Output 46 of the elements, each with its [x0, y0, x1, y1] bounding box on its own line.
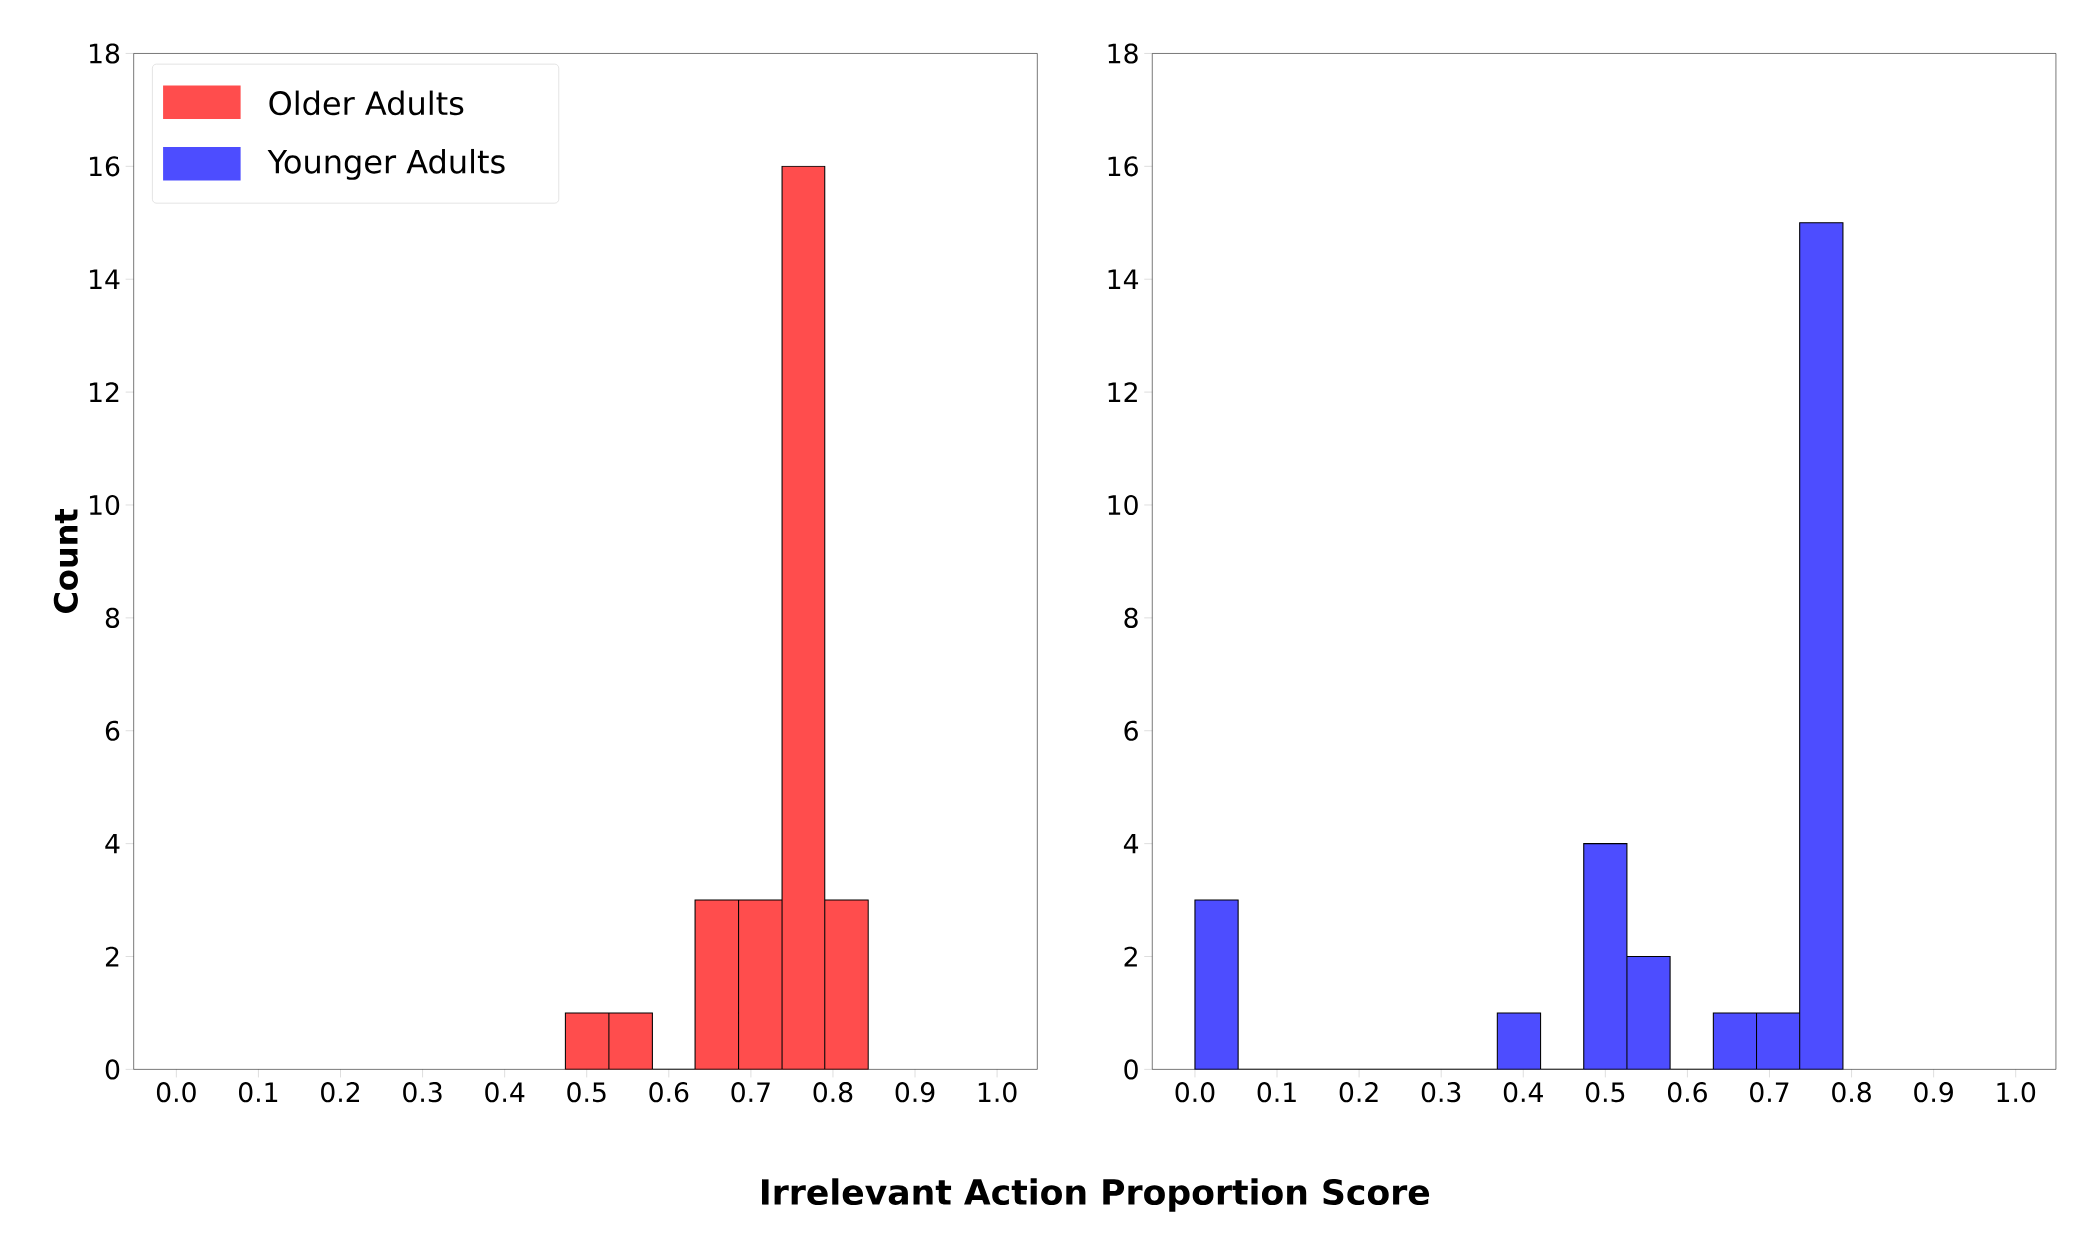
legend-label: Older Adults: [269, 90, 464, 116]
x-tick-label: 0.0: [156, 1082, 196, 1103]
x-tick-label: 0.5: [567, 1082, 606, 1103]
x-tick-label: 0.1: [239, 1082, 278, 1103]
x-tick-label: 1.0: [1997, 1082, 2036, 1103]
x-tick-label: 0.3: [403, 1082, 442, 1103]
x-tick-label: 0.0: [1175, 1082, 1215, 1103]
y-tick-label: 14: [1108, 269, 1139, 289]
x-tick-label: 0.8: [1832, 1082, 1871, 1103]
y-tick-label: 6: [105, 720, 120, 741]
y-tick-label: 12: [1108, 382, 1137, 402]
x-tick-label: 0.9: [895, 1082, 935, 1103]
x-tick-label: 0.7: [1750, 1082, 1789, 1103]
x-tick-label: 0.7: [731, 1082, 770, 1103]
x-tick-label: 0.4: [1503, 1082, 1543, 1103]
y-tick-label: 8: [105, 607, 120, 628]
x-tick-label: 1.0: [978, 1082, 1017, 1103]
x-tick-label: 0.2: [321, 1082, 360, 1103]
x-axis-title: Irrelevant Action Proportion Score: [762, 1178, 1430, 1212]
y-tick-label: 6: [1124, 720, 1138, 741]
y-axis-title: Count: [53, 508, 78, 613]
x-tick-label: 0.9: [1914, 1082, 1953, 1103]
y-tick-label: 2: [1124, 946, 1137, 967]
x-tick-label: 0.5: [1585, 1082, 1625, 1103]
y-tick-label: 10: [89, 494, 120, 515]
y-tick-label: 10: [1108, 494, 1138, 515]
y-tick-label: 4: [1123, 833, 1139, 854]
y-tick-label: 16: [1108, 156, 1138, 177]
x-tick-label: 0.6: [1667, 1082, 1707, 1103]
x-tick-label: 0.6: [649, 1082, 689, 1103]
x-tick-label: 0.4: [485, 1082, 525, 1103]
legend-label: Younger Adults: [267, 148, 505, 180]
y-tick-label: 0: [105, 1059, 120, 1080]
y-tick-label: 18: [89, 43, 120, 64]
y-tick-label: 0: [1124, 1059, 1138, 1080]
x-tick-label: 0.2: [1339, 1082, 1378, 1103]
x-tick-label: 0.3: [1421, 1082, 1461, 1103]
y-tick-label: 8: [1124, 607, 1138, 628]
y-tick-label: 14: [89, 269, 120, 289]
y-tick-label: 16: [89, 156, 120, 177]
y-tick-label: 4: [105, 833, 120, 854]
y-tick-label: 18: [1108, 43, 1138, 64]
x-tick-label: 0.8: [813, 1082, 853, 1103]
y-tick-label: 12: [89, 382, 119, 402]
y-tick-label: 2: [105, 946, 119, 967]
x-tick-label: 0.1: [1257, 1082, 1296, 1103]
